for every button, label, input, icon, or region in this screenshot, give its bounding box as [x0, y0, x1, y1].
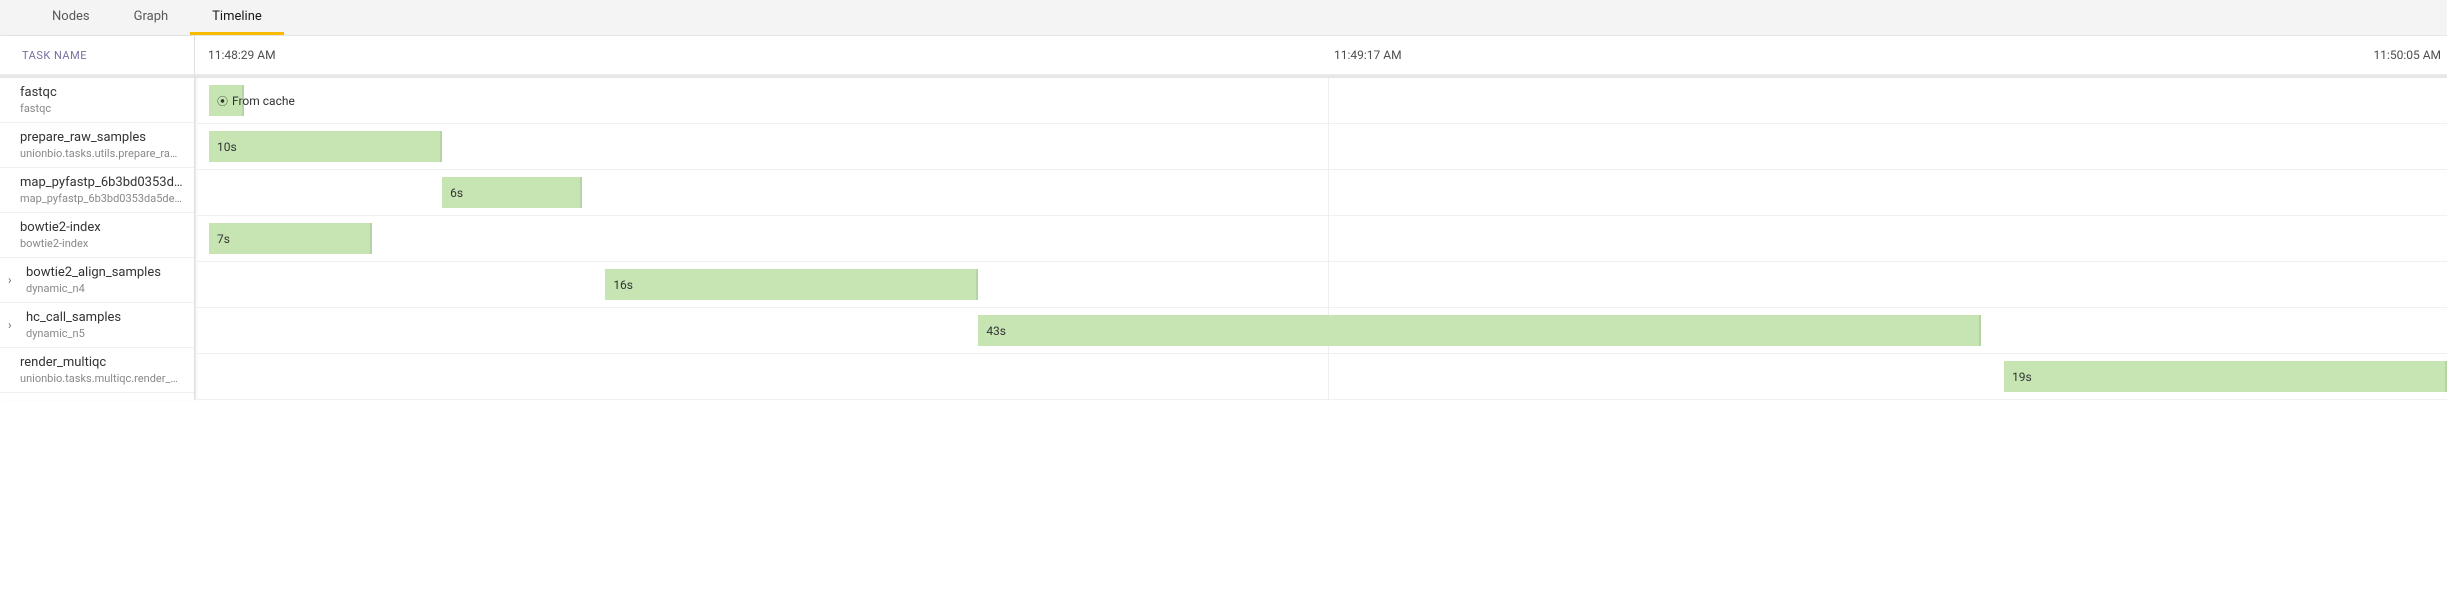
- task-name: hc_call_samples: [26, 310, 185, 325]
- task-subtitle: map_pyfastp_6b3bd0353da5de6e…: [20, 192, 185, 205]
- task-bar[interactable]: 43s: [978, 315, 1980, 346]
- timeline-row: 6s: [195, 170, 2447, 216]
- task-list-panel: TASK NAME fastqc fastqc prepare_raw_sample…: [0, 36, 195, 400]
- timeline-row-area: 7s: [195, 216, 2447, 261]
- tab-timeline[interactable]: Timeline: [190, 0, 284, 35]
- task-bar[interactable]: 16s: [605, 269, 978, 300]
- task-name: render_multiqc: [20, 355, 185, 370]
- task-labels-container: fastqc fastqc prepare_raw_samples unionbio.…: [0, 78, 194, 393]
- bar-label: 6s: [450, 186, 463, 200]
- bar-label: 16s: [613, 278, 633, 292]
- timeline-row: 43s: [195, 308, 2447, 354]
- task-subtitle: dynamic_n4: [26, 282, 185, 295]
- timeline-row: 7s: [195, 216, 2447, 262]
- task-row[interactable]: bowtie2-index bowtie2-index: [0, 213, 194, 258]
- chevron-right-icon[interactable]: ›: [8, 273, 12, 287]
- bar-label: 7s: [217, 232, 230, 246]
- timeline-row-area: 43s: [195, 308, 2447, 353]
- task-row[interactable]: prepare_raw_samples unionbio.tasks.utils.…: [0, 123, 194, 168]
- task-row[interactable]: render_multiqc unionbio.tasks.multiqc.ren…: [0, 348, 194, 393]
- time-tick: 11:48:29 AM: [208, 48, 276, 62]
- task-bar[interactable]: 7s: [209, 223, 372, 254]
- timeline-time-header: 11:48:29 AM 11:49:17 AM 11:50:05 AM: [195, 36, 2447, 76]
- time-tick: 11:50:05 AM: [2373, 48, 2441, 62]
- timeline-row: ⦿ From cache: [195, 78, 2447, 124]
- content: TASK NAME fastqc fastqc prepare_raw_sample…: [0, 36, 2447, 400]
- task-subtitle: dynamic_n5: [26, 327, 185, 340]
- tab-nodes[interactable]: Nodes: [30, 0, 112, 35]
- timeline-row-area: 6s: [195, 170, 2447, 215]
- timeline-panel: 11:48:29 AM 11:49:17 AM 11:50:05 AM ⦿ From …: [195, 36, 2447, 400]
- task-row[interactable]: fastqc fastqc: [0, 78, 194, 123]
- timeline-row-area: 16s: [195, 262, 2447, 307]
- bar-label: From cache: [232, 94, 295, 108]
- task-subtitle: bowtie2-index: [20, 237, 185, 250]
- bar-label: 10s: [217, 140, 237, 154]
- task-label[interactable]: prepare_raw_samples unionbio.tasks.utils.…: [0, 123, 195, 167]
- timeline-row-area: 19s: [195, 354, 2447, 399]
- timeline-row: 19s: [195, 354, 2447, 400]
- chevron-right-icon[interactable]: ›: [8, 318, 12, 332]
- timeline-row: 10s: [195, 124, 2447, 170]
- task-list-header: TASK NAME: [0, 36, 194, 76]
- task-label[interactable]: bowtie2-index bowtie2-index: [0, 213, 195, 257]
- task-label[interactable]: render_multiqc unionbio.tasks.multiqc.ren…: [0, 348, 195, 392]
- task-name: bowtie2_align_samples: [26, 265, 185, 280]
- task-row[interactable]: map_pyfastp_6b3bd0353da… map_pyfastp_6b3b…: [0, 168, 194, 213]
- task-bars-container: ⦿ From cache 10s 6s 7s 16s 43s 19s: [195, 78, 2447, 400]
- task-row[interactable]: › hc_call_samples dynamic_n5: [0, 303, 194, 348]
- time-tick: 11:49:17 AM: [1334, 48, 1402, 62]
- tabs-bar: NodesGraphTimeline: [0, 0, 2447, 36]
- bar-label: 43s: [986, 324, 1006, 338]
- task-label[interactable]: map_pyfastp_6b3bd0353da… map_pyfastp_6b3b…: [0, 168, 195, 212]
- task-bar[interactable]: 6s: [442, 177, 582, 208]
- task-bar[interactable]: ⦿From cache: [209, 85, 244, 116]
- task-bar[interactable]: 10s: [209, 131, 442, 162]
- timeline-row-area: ⦿ From cache: [195, 78, 2447, 123]
- timeline-body[interactable]: ⦿ From cache 10s 6s 7s 16s 43s 19s: [195, 78, 2447, 400]
- task-row[interactable]: › bowtie2_align_samples dynamic_n4: [0, 258, 194, 303]
- timeline-row: 16s: [195, 262, 2447, 308]
- tab-graph[interactable]: Graph: [112, 0, 191, 35]
- task-subtitle: unionbio.tasks.multiqc.render_multi…: [20, 372, 185, 385]
- task-bar[interactable]: 19s: [2004, 361, 2447, 392]
- bar-label: 19s: [2012, 370, 2032, 384]
- task-subtitle: fastqc: [20, 102, 185, 115]
- task-subtitle: unionbio.tasks.utils.prepare_raw_s…: [20, 147, 185, 160]
- timeline-row-area: 10s: [195, 124, 2447, 169]
- task-name: bowtie2-index: [20, 220, 185, 235]
- task-label[interactable]: › hc_call_samples dynamic_n5: [0, 303, 195, 347]
- cache-icon: ⦿: [217, 93, 228, 109]
- task-name: prepare_raw_samples: [20, 130, 185, 145]
- task-label[interactable]: › bowtie2_align_samples dynamic_n4: [0, 258, 195, 302]
- task-name-column-header: TASK NAME: [0, 49, 195, 62]
- task-label[interactable]: fastqc fastqc: [0, 78, 195, 122]
- task-name: map_pyfastp_6b3bd0353da…: [20, 175, 185, 190]
- task-name: fastqc: [20, 85, 185, 100]
